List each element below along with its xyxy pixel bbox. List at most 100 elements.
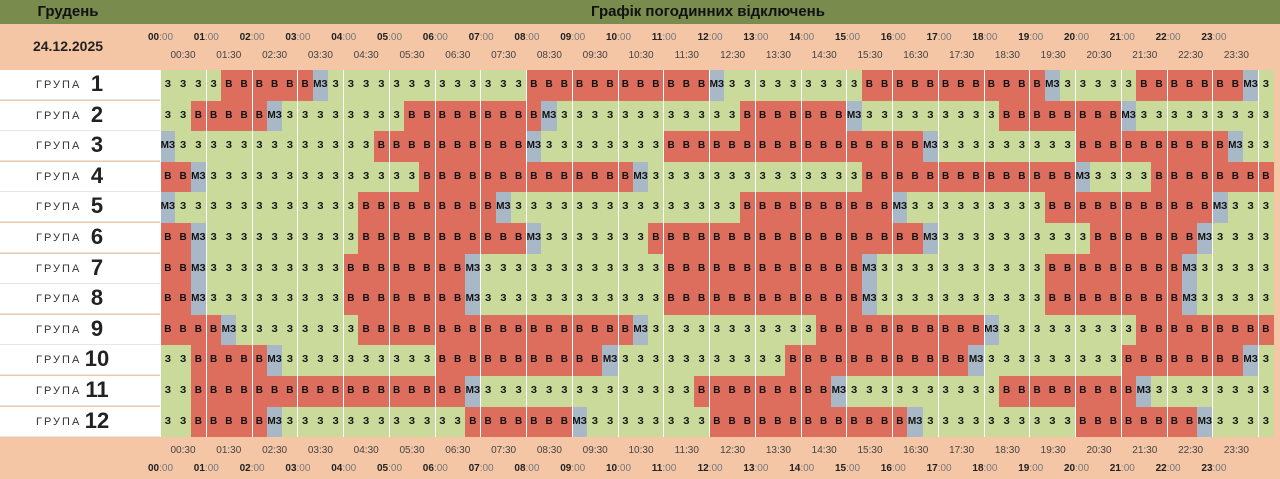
schedule-cell: З <box>282 406 298 438</box>
schedule-cell: З <box>648 253 664 285</box>
schedule-cell: З <box>205 253 222 285</box>
schedule-cell: З <box>663 406 679 438</box>
schedule-cell: З <box>327 70 344 101</box>
schedule-cell: З <box>1059 223 1076 254</box>
schedule-cell: З <box>602 406 618 438</box>
hour-tick: 00:00 <box>148 32 174 43</box>
schedule-cell: З <box>1197 100 1213 132</box>
schedule-cell: В <box>419 192 435 223</box>
hour-divider <box>297 70 299 438</box>
schedule-cell: З <box>419 70 435 101</box>
schedule-cell: В <box>1181 223 1198 254</box>
half-hour-tick: 07:30 <box>491 50 517 61</box>
schedule-cell: З <box>770 161 786 193</box>
schedule-cell: З <box>312 314 329 346</box>
schedule-cell: З <box>251 314 268 346</box>
schedule-cell: В <box>327 376 344 407</box>
schedule-cell: З <box>998 223 1015 254</box>
schedule-cell: З <box>343 345 359 376</box>
schedule-cell: З <box>495 70 512 101</box>
schedule-cell: З <box>892 284 908 315</box>
hour-tick: 03:00 <box>285 32 311 43</box>
schedule-cell: З <box>1242 406 1259 438</box>
schedule-cell: З <box>343 161 359 193</box>
schedule-cell: З <box>205 192 222 223</box>
schedule-cell: В <box>449 161 466 193</box>
schedule-cell: В <box>1151 70 1167 101</box>
schedule-cell: З <box>1242 376 1259 407</box>
schedule-cell: МЗ <box>495 192 512 223</box>
schedule-cell: З <box>343 406 359 438</box>
schedule-cell: В <box>1166 345 1183 376</box>
hour-tick: 14:00 <box>789 32 815 43</box>
schedule-cell: З <box>236 253 252 285</box>
schedule-cell: В <box>785 284 801 315</box>
group-number: 12 <box>84 407 110 433</box>
schedule-cell: З <box>404 161 420 193</box>
schedule-cell: В <box>846 253 862 285</box>
schedule-cell: З <box>602 284 618 315</box>
schedule-cell: З <box>266 223 283 254</box>
schedule-cell: В <box>526 314 542 346</box>
schedule-cell: В <box>785 131 801 162</box>
schedule-cell: З <box>785 70 801 101</box>
schedule-cell: В <box>922 161 939 193</box>
group-label: ГРУПА 4 <box>0 161 160 192</box>
schedule-cell: З <box>998 345 1015 376</box>
schedule-cell: З <box>343 223 359 254</box>
schedule-cell: В <box>953 345 969 376</box>
schedule-cell: В <box>480 192 496 223</box>
schedule-cell: В <box>236 100 252 132</box>
schedule-cell: МЗ <box>602 345 618 376</box>
schedule-cell: В <box>1136 406 1152 438</box>
schedule-cell: З <box>1029 192 1045 223</box>
half-hour-tick: 02:30 <box>262 445 288 456</box>
schedule-cell: З <box>663 345 679 376</box>
schedule-cell: З <box>1242 192 1259 223</box>
schedule-cell: В <box>831 192 847 223</box>
schedule-cell: В <box>510 161 527 193</box>
schedule-cell: З <box>1242 100 1259 132</box>
schedule-cell: З <box>1212 253 1228 285</box>
schedule-cell: З <box>266 314 283 346</box>
schedule-cell: В <box>831 406 847 438</box>
schedule-cell: В <box>815 223 832 254</box>
schedule-cell: З <box>327 161 344 193</box>
schedule-cell: В <box>358 314 374 346</box>
schedule-cell: В <box>205 314 222 346</box>
schedule-cell: З <box>1075 314 1091 346</box>
schedule-cell: З <box>1258 406 1274 438</box>
schedule-cell: З <box>1014 131 1030 162</box>
schedule-cell: В <box>190 314 207 346</box>
schedule-cell: З <box>709 100 725 132</box>
schedule-cell: В <box>480 406 496 438</box>
schedule-cell: В <box>1029 100 1045 132</box>
schedule-cell: В <box>724 376 740 407</box>
schedule-cell: МЗ <box>266 406 283 438</box>
schedule-cell: З <box>1014 345 1030 376</box>
schedule-cell: В <box>1166 70 1183 101</box>
half-hour-tick: 15:30 <box>857 445 883 456</box>
schedule-cell: В <box>693 70 710 101</box>
schedule-cell: З <box>617 253 634 285</box>
schedule-cell: В <box>1120 131 1137 162</box>
schedule-cell: З <box>1181 376 1198 407</box>
schedule-cell: В <box>510 223 527 254</box>
schedule-cell: З <box>282 192 298 223</box>
schedule-cell: З <box>724 161 740 193</box>
schedule-cell: З <box>297 284 313 315</box>
schedule-cell: В <box>1258 161 1274 193</box>
hour-divider <box>434 70 436 438</box>
schedule-cell: В <box>419 314 435 346</box>
schedule-cell: З <box>632 376 649 407</box>
schedule-cell: В <box>907 161 923 193</box>
schedule-cell: З <box>1136 100 1152 132</box>
schedule-cell: МЗ <box>907 406 923 438</box>
schedule-cell: З <box>266 192 283 223</box>
schedule-cell: З <box>449 70 466 101</box>
schedule-cell: В <box>800 192 817 223</box>
schedule-cell: В <box>221 376 237 407</box>
group-word: ГРУПА <box>36 170 82 183</box>
schedule-cell: В <box>937 70 954 101</box>
schedule-cell: В <box>541 161 557 193</box>
